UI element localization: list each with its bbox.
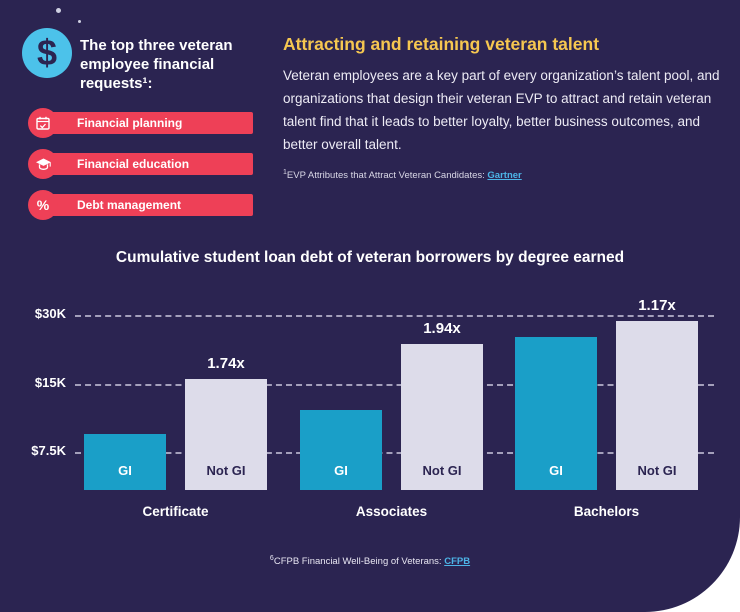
cfpb-footnote: 6CFPB Financial Well-Being of Veterans: … xyxy=(0,554,740,567)
student-loan-debt-chart: $7.5K $15K $30K GI Not GI 1.74x Certificate GI N… xyxy=(0,290,740,545)
requests-list: Financial planning Financial education %… xyxy=(28,108,265,221)
bar-gi: GI xyxy=(84,434,166,490)
decor-dot xyxy=(78,20,81,23)
percent-icon: % xyxy=(28,190,58,221)
request-item-financial-planning: Financial planning xyxy=(28,108,253,139)
decor-dot xyxy=(56,8,61,13)
multiplier-label: 1.94x xyxy=(423,320,461,337)
section-body-text: Veteran employees are a key part of ever… xyxy=(283,68,720,152)
bar-not-gi: Not GI xyxy=(616,321,698,490)
request-item-debt-management: % Debt management xyxy=(28,190,253,221)
category-label: Associates xyxy=(355,504,428,519)
top-requests-section: $ The top three veteran employee financi… xyxy=(20,8,265,231)
request-item-financial-education: Financial education xyxy=(28,149,253,180)
category-label: Bachelors xyxy=(573,504,640,519)
bar-gi: GI xyxy=(515,337,597,490)
bar-not-gi: Not GI xyxy=(401,344,483,490)
y-axis-tick-label: $30K xyxy=(34,306,66,321)
gartner-link[interactable]: Gartner xyxy=(487,169,522,181)
bar-gi: GI xyxy=(300,410,382,490)
footnote-superscript: 1 xyxy=(283,168,287,176)
gartner-footnote: 1EVP Attributes that Attract Veteran Can… xyxy=(283,168,731,181)
gridline xyxy=(75,452,714,454)
cfpb-link[interactable]: CFPB xyxy=(444,556,471,567)
graduation-cap-icon xyxy=(28,149,58,180)
footnote-text: EVP Attributes that Attract Veteran Cand… xyxy=(286,169,488,181)
requests-heading: The top three veteran employee financial… xyxy=(80,37,233,93)
multiplier-label: 1.17x xyxy=(638,297,676,314)
multiplier-label: 1.74x xyxy=(207,355,245,372)
bar-not-gi: Not GI xyxy=(185,379,267,490)
y-axis-tick-label: $15K xyxy=(34,375,66,390)
bar-series-label: GI xyxy=(549,463,563,478)
footnote-text: CFPB Financial Well-Being of Veterans: xyxy=(273,556,445,567)
bar-series-label: Not GI xyxy=(206,463,246,478)
request-label: Debt management xyxy=(43,194,253,217)
bar-series-label: Not GI xyxy=(637,463,677,478)
request-label: Financial planning xyxy=(43,112,253,135)
bar-series-label: Not GI xyxy=(422,463,462,478)
footnote-superscript: 6 xyxy=(269,554,274,562)
chart-title: Cumulative student loan debt of veteran … xyxy=(115,249,625,266)
gridline xyxy=(75,315,714,317)
bar-series-label: GI xyxy=(118,463,132,478)
veteran-talent-section: Attracting and retaining veteran talent … xyxy=(283,34,731,181)
calendar-icon xyxy=(28,108,58,139)
request-label: Financial education xyxy=(43,153,253,176)
section-title: Attracting and retaining veteran talent xyxy=(283,34,600,54)
y-axis-tick-label: $7.5K xyxy=(31,443,66,458)
dollar-sign-icon: $ xyxy=(22,28,72,78)
category-label: Certificate xyxy=(142,504,209,519)
gridline xyxy=(75,384,714,386)
bar-series-label: GI xyxy=(334,463,348,478)
